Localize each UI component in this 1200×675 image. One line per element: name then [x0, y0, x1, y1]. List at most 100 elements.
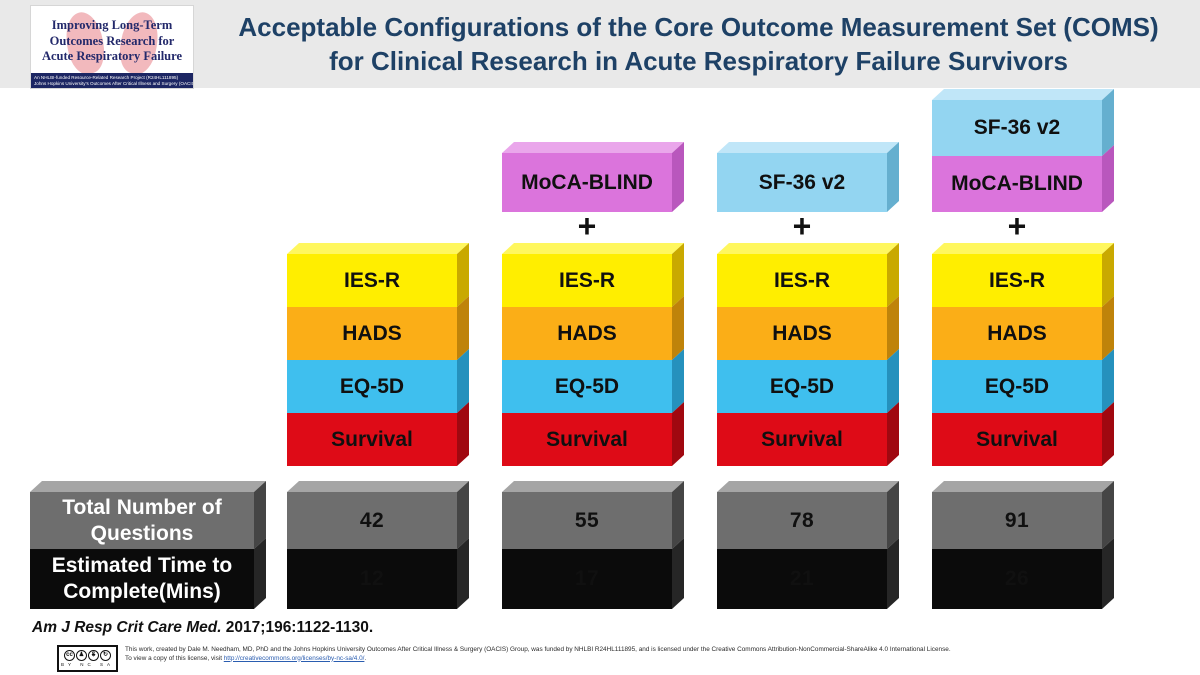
block-side-face [254, 481, 266, 549]
block-side-face [1102, 538, 1114, 609]
citation: Am J Resp Crit Care Med. 2017;196:1122-1… [32, 619, 373, 637]
plus-sign-col3: + [792, 208, 812, 244]
block-side-face [887, 538, 899, 609]
license-link[interactable]: http://creativecommons.org/licenses/by-n… [223, 654, 365, 662]
block-top-face [717, 481, 899, 492]
block-side-face [457, 402, 469, 466]
plus-sign-col2: + [577, 208, 597, 244]
block-ies-r-col4: IES-R [932, 243, 1114, 307]
minutes-block-col4: 26 [932, 538, 1114, 609]
block-label: MoCA-BLIND [932, 156, 1102, 212]
block-side-face [887, 349, 899, 413]
logo-line: Improving Long-Term [51, 18, 173, 32]
block-side-face [1102, 145, 1114, 212]
block-top-face [287, 243, 469, 254]
title-line-1: Acceptable Configurations of the Core Ou… [238, 12, 1159, 42]
block-side-face [457, 481, 469, 549]
block-label: HADS [717, 307, 887, 360]
block-side-face [457, 296, 469, 360]
block-eq5d-col2: EQ-5D [502, 349, 684, 413]
cc-nc-icon: $ [88, 650, 99, 661]
row-label-text: Estimated Time to Complete(Mins) [30, 549, 254, 609]
block-sf36-col3: SF-36 v2 [717, 142, 899, 212]
cc-icon: cc [64, 650, 75, 661]
license-line-1: This work, created by Dale M. Needham, M… [125, 646, 951, 653]
cc-icon-row: cc ♟ $ ↻ [64, 650, 111, 661]
block-label: SF-36 v2 [932, 100, 1102, 156]
block-top-face [717, 243, 899, 254]
block-side-face [672, 142, 684, 212]
cc-badge-labels: BY NC SA [61, 662, 114, 667]
block-label: IES-R [932, 254, 1102, 307]
block-label: Survival [502, 413, 672, 466]
block-moca-blind-col4: MoCA-BLIND [932, 145, 1114, 212]
block-top-face [502, 243, 684, 254]
logo-line: Acute Respiratory Failure [41, 49, 182, 63]
questions-block-col3: 78 [717, 481, 899, 549]
block-side-face [887, 243, 899, 307]
block-side-face [457, 243, 469, 307]
block-side-face [1102, 296, 1114, 360]
block-moca-blind-col2: MoCA-BLIND [502, 142, 684, 212]
block-label: EQ-5D [502, 360, 672, 413]
block-label: EQ-5D [717, 360, 887, 413]
license-line-2-prefix: To view a copy of this license, visit [125, 654, 224, 662]
block-hads-col2: HADS [502, 296, 684, 360]
block-eq5d-col3: EQ-5D [717, 349, 899, 413]
block-side-face [1102, 481, 1114, 549]
row-label-total-questions: Total Number of Questions [30, 481, 266, 549]
block-label: SF-36 v2 [717, 153, 887, 212]
block-top-face [932, 89, 1114, 100]
block-side-face [672, 481, 684, 549]
block-side-face [254, 538, 266, 609]
row-label-estimated-time: Estimated Time to Complete(Mins) [30, 538, 266, 609]
minutes-block-col1: 12 [287, 538, 469, 609]
minutes-value: 21 [717, 549, 887, 609]
logo-footer-line: An NHLBI-funded Resource-Related Researc… [34, 75, 179, 80]
row-label-line: Total Number of [62, 495, 222, 519]
oacis-logo: Improving Long-Term Outcomes Research fo… [30, 5, 194, 89]
minutes-value: 17 [502, 549, 672, 609]
questions-value: 91 [932, 492, 1102, 549]
block-side-face [457, 349, 469, 413]
minutes-value: 12 [287, 549, 457, 609]
license-text: This work, created by Dale M. Needham, M… [125, 646, 1055, 663]
block-label: IES-R [717, 254, 887, 307]
row-label-line: Questions [90, 521, 194, 545]
header-band: Improving Long-Term Outcomes Research fo… [0, 0, 1200, 89]
block-survival-col2: Survival [502, 402, 684, 466]
block-top-face [502, 142, 684, 153]
block-top-face [502, 481, 684, 492]
cc-sa-icon: ↻ [100, 650, 111, 661]
block-side-face [887, 142, 899, 212]
block-side-face [672, 349, 684, 413]
block-label: HADS [502, 307, 672, 360]
license-line-2-suffix: . [364, 654, 367, 662]
block-label: HADS [932, 307, 1102, 360]
block-eq5d-col4: EQ-5D [932, 349, 1114, 413]
block-label: EQ-5D [932, 360, 1102, 413]
citation-journal: Am J Resp Crit Care Med. [32, 619, 222, 636]
block-top-face [287, 481, 469, 492]
questions-block-col1: 42 [287, 481, 469, 549]
block-ies-r-col3: IES-R [717, 243, 899, 307]
cc-license-badge: cc ♟ $ ↻ BY NC SA [57, 645, 118, 672]
block-label: IES-R [287, 254, 457, 307]
block-side-face [887, 481, 899, 549]
block-side-face [1102, 89, 1114, 156]
block-side-face [1102, 349, 1114, 413]
block-ies-r-col2: IES-R [502, 243, 684, 307]
block-top-face [717, 142, 899, 153]
block-label: EQ-5D [287, 360, 457, 413]
block-side-face [672, 538, 684, 609]
block-eq5d-col1: EQ-5D [287, 349, 469, 413]
block-side-face [887, 402, 899, 466]
logo-footer-bar: An NHLBI-funded Resource-Related Researc… [31, 73, 193, 88]
row-label-line: Estimated Time to [51, 554, 233, 577]
cc-by-icon: ♟ [76, 650, 87, 661]
row-label-text: Total Number of Questions [30, 492, 254, 549]
block-survival-col1: Survival [287, 402, 469, 466]
logo-footer-line: Johns Hopkins University's Outcomes Afte… [34, 80, 193, 86]
block-side-face [1102, 402, 1114, 466]
block-side-face [672, 243, 684, 307]
